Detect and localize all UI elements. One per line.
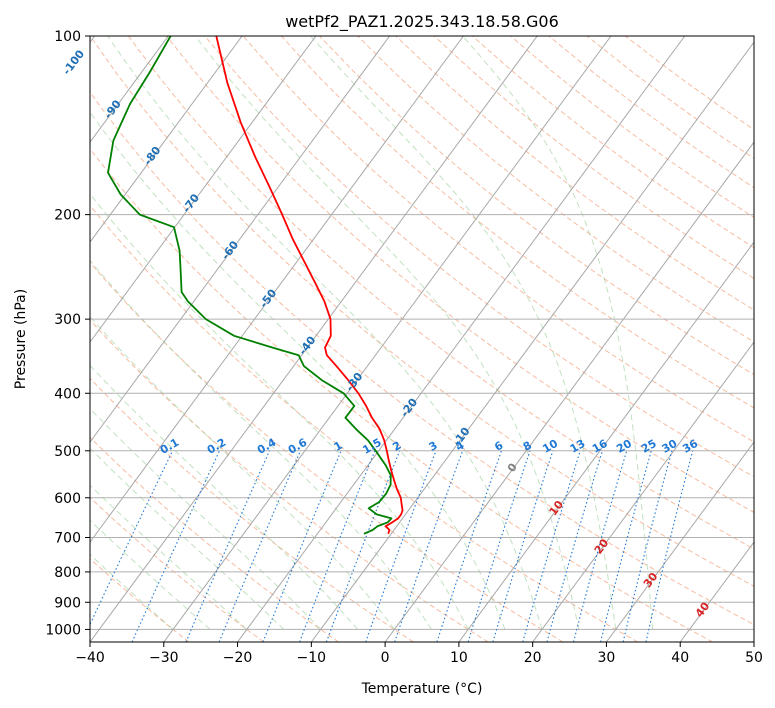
mixing-ratio-line [622, 450, 673, 642]
mixing-ratio-line [365, 450, 437, 642]
dry-adiabat [204, 36, 754, 478]
x-tick-label: 30 [598, 650, 616, 666]
mixing-ratio-line [185, 450, 271, 642]
y-tick-label: 900 [54, 595, 81, 611]
dry-adiabat [280, 36, 754, 409]
dry-adiabat [90, 204, 639, 642]
mixing-ratio-line [262, 450, 342, 642]
mixing-ratio-line [436, 450, 503, 642]
x-tick-label: −10 [297, 650, 327, 666]
moist-adiabat [90, 111, 506, 630]
dry-adiabat [90, 558, 190, 642]
x-tick-label: 50 [745, 650, 763, 666]
isotherm-line [310, 41, 754, 642]
y-tick-label: 800 [54, 565, 81, 581]
isotherm-line [90, 36, 391, 443]
x-tick-label: −30 [149, 650, 179, 666]
x-tick-label: 20 [524, 650, 542, 666]
y-axis-label: Pressure (hPa) [13, 289, 29, 389]
mixing-ratio-line [522, 450, 581, 642]
dry-adiabat [127, 36, 754, 550]
moist-adiabat [90, 553, 174, 630]
chart-title: wetPf2_PAZ1.2025.343.18.58.G06 [285, 12, 559, 32]
isotherm-line [163, 36, 612, 642]
mixing-ratio-line [645, 450, 694, 642]
dry-adiabat [90, 91, 754, 626]
mixing-ratio-line [492, 450, 554, 642]
moist-adiabat [310, 36, 617, 630]
isotherm-line [237, 36, 686, 642]
y-axis: 1000 900 800 700 600 500 400 300 200 100 [45, 29, 90, 638]
isotherm-line [90, 36, 243, 243]
mixing-ratio-lines [90, 450, 694, 642]
plot-frame [89, 35, 755, 643]
mixing-ratio-line [218, 450, 301, 642]
y-tick-label: 200 [54, 208, 81, 224]
x-tick-label: 10 [450, 650, 468, 666]
dry-adiabat [166, 36, 754, 513]
isotherm-line [90, 36, 169, 143]
isotherms [90, 36, 754, 642]
isotherm-line [384, 141, 754, 642]
y-tick-label: 300 [54, 312, 81, 328]
isotherm-line [458, 241, 754, 642]
mixing-ratio-line [600, 450, 652, 642]
temperature-profile-line [215, 36, 404, 535]
moist-adiabat [90, 315, 395, 630]
x-tick-label: −40 [75, 650, 105, 666]
y-tick-label: 100 [54, 29, 81, 45]
y-tick-label: 700 [54, 531, 81, 547]
pressure-gridlines [90, 36, 754, 630]
moist-adiabat [90, 484, 248, 630]
moist-adiabat [90, 407, 321, 630]
mixing-ratio-line [467, 450, 531, 642]
moist-adiabat [462, 36, 654, 630]
moist-adiabat [90, 519, 211, 630]
y-tick-label: 1000 [45, 622, 81, 638]
y-tick-label: 500 [54, 444, 81, 460]
x-axis: −40 −30 −20 −10 0 10 20 30 40 50 [75, 642, 763, 666]
dry-adiabat [90, 36, 754, 587]
moist-adiabat [194, 36, 580, 630]
dry-adiabat [319, 36, 754, 376]
mixing-ratio-line [325, 450, 401, 642]
y-tick-label: 600 [54, 491, 81, 507]
isotherm-line [606, 441, 754, 642]
dewpoint-profile-line [107, 36, 393, 535]
dry-adiabat [90, 261, 564, 642]
x-tick-label: −20 [223, 650, 253, 666]
moist-adiabat [90, 259, 432, 630]
x-tick-label: 0 [381, 650, 390, 666]
x-tick-label: 40 [671, 650, 689, 666]
mixing-ratio-line [572, 450, 628, 642]
x-axis-label: Temperature (°C) [361, 681, 483, 697]
isotherm-line [90, 36, 464, 543]
mixing-ratio-line [299, 450, 376, 642]
mixing-ratio-line [394, 450, 464, 642]
isotherm-line [90, 36, 317, 343]
isotherm-line [90, 36, 538, 642]
moist-adiabat [90, 447, 285, 630]
isotherm-line [532, 341, 754, 642]
mixing-ratio-line [546, 450, 603, 642]
y-tick-label: 400 [54, 386, 81, 402]
dry-adiabat [90, 147, 713, 642]
sounding-profiles [107, 36, 404, 535]
